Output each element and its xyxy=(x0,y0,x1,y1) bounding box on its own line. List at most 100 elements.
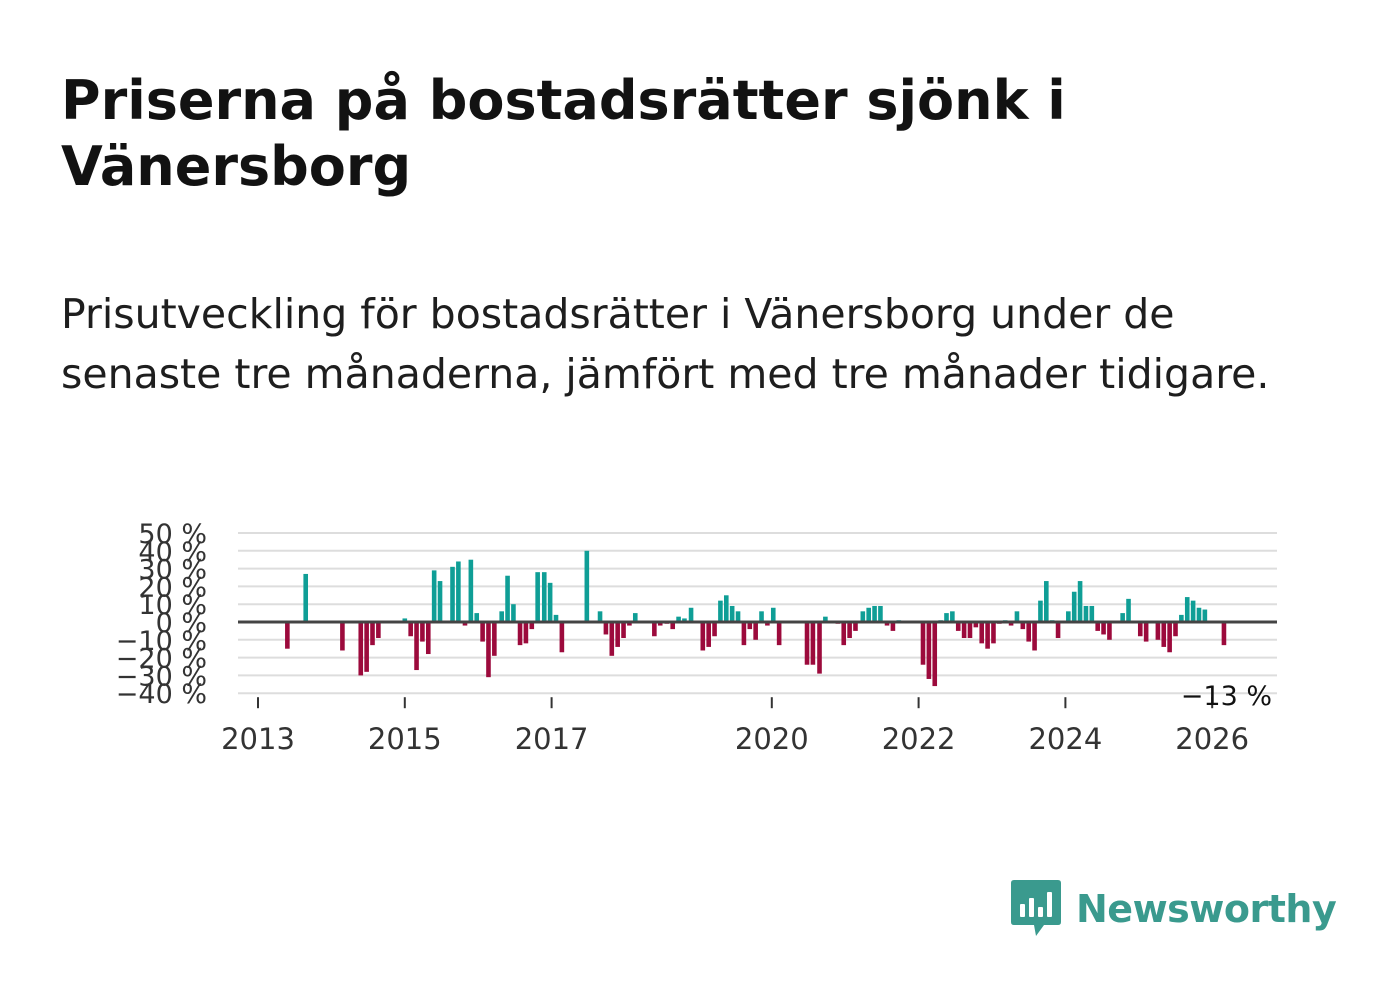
bar xyxy=(615,622,620,647)
bar xyxy=(817,622,822,674)
bar xyxy=(1143,622,1149,642)
bar xyxy=(735,611,741,622)
bar xyxy=(511,604,516,622)
x-tick-label: 2026 xyxy=(1175,722,1249,756)
bar xyxy=(884,622,890,626)
y-tick-label: −20 % xyxy=(116,644,207,675)
bar xyxy=(741,622,747,646)
bar xyxy=(1020,622,1026,630)
bar xyxy=(1038,600,1043,622)
y-tick-label: 0 % xyxy=(156,608,207,639)
bar xyxy=(810,622,816,665)
x-tick-label: 2020 xyxy=(735,722,809,756)
bar xyxy=(621,622,626,639)
y-tick-label: 10 % xyxy=(138,590,207,621)
bar xyxy=(559,622,565,653)
bar xyxy=(961,622,967,639)
bar xyxy=(1089,605,1095,622)
bar xyxy=(1026,622,1031,642)
bar xyxy=(652,622,657,637)
bar xyxy=(944,613,949,622)
bar xyxy=(712,622,717,637)
bar xyxy=(866,607,871,622)
bar xyxy=(370,622,375,646)
bar xyxy=(303,573,309,622)
chart-subtitle: Prisutveckling för bostadsrätter i Väner… xyxy=(61,290,1270,398)
bar xyxy=(450,566,455,622)
bar xyxy=(979,622,985,644)
bar xyxy=(1107,622,1112,640)
bar xyxy=(706,622,711,647)
bar xyxy=(492,622,497,656)
bar xyxy=(847,622,852,639)
x-tick-label: 2015 xyxy=(368,722,442,756)
bar xyxy=(776,622,782,646)
bar xyxy=(670,622,676,630)
bar xyxy=(688,607,694,622)
bar xyxy=(420,622,425,642)
x-tick-label: 2024 xyxy=(1028,722,1102,756)
bar xyxy=(632,613,638,622)
bar xyxy=(955,622,961,631)
bar xyxy=(480,622,485,642)
bar xyxy=(700,622,706,651)
bar xyxy=(950,611,955,622)
bar xyxy=(486,622,491,678)
chart-title: Priserna på bostadsrätter sjönk i Väners… xyxy=(61,69,1066,198)
x-axis: 2013 2015 2017 2020 2022 2024 2026 xyxy=(221,697,1249,756)
bar xyxy=(627,622,632,626)
bar xyxy=(920,622,926,665)
bar xyxy=(1008,622,1014,626)
bar xyxy=(747,622,753,630)
x-tick-label: 2017 xyxy=(515,722,589,756)
bar xyxy=(823,616,828,622)
bar xyxy=(376,622,381,639)
bar xyxy=(1155,622,1161,640)
y-tick-label: 40 % xyxy=(138,537,207,568)
bar xyxy=(1173,622,1178,637)
bar xyxy=(1066,611,1071,622)
bar xyxy=(729,605,735,622)
bar xyxy=(340,622,345,651)
bar xyxy=(1184,597,1190,622)
bar xyxy=(1055,622,1061,639)
last-value-label: −13 % xyxy=(1181,681,1272,712)
bar xyxy=(414,622,419,671)
bar xyxy=(437,581,443,622)
bar xyxy=(682,618,687,622)
y-tick-label: −30 % xyxy=(116,661,207,692)
bar xyxy=(991,622,996,644)
bar xyxy=(408,622,413,637)
newsworthy-logo: Newsworthy xyxy=(1010,878,1337,940)
bar xyxy=(517,622,523,646)
bar xyxy=(456,561,461,622)
bar xyxy=(474,613,480,622)
bar xyxy=(609,622,615,656)
bar xyxy=(364,622,369,672)
bar xyxy=(770,607,776,622)
bar xyxy=(1190,600,1196,622)
bar xyxy=(1196,607,1202,622)
bar xyxy=(541,572,547,622)
y-tick-label: 30 % xyxy=(138,555,207,586)
bar xyxy=(1161,622,1167,647)
bar xyxy=(535,572,540,622)
bar xyxy=(1032,622,1037,651)
bar xyxy=(1126,598,1131,622)
bar xyxy=(718,600,723,622)
y-tick-label: −10 % xyxy=(116,626,207,657)
bar xyxy=(547,582,553,622)
bar-chart: 50 %40 %30 %20 %10 %0 %−10 %−20 %−30 %−4… xyxy=(116,519,1277,756)
bar xyxy=(1167,622,1172,653)
bar xyxy=(657,622,663,626)
bar xyxy=(468,559,474,622)
bar xyxy=(1044,581,1049,622)
bar xyxy=(1179,614,1184,622)
bar xyxy=(584,550,590,622)
bar xyxy=(499,611,504,622)
bar xyxy=(723,595,729,622)
bar xyxy=(603,622,609,635)
bar xyxy=(973,622,979,628)
bar xyxy=(1101,622,1106,635)
bar xyxy=(860,611,866,622)
